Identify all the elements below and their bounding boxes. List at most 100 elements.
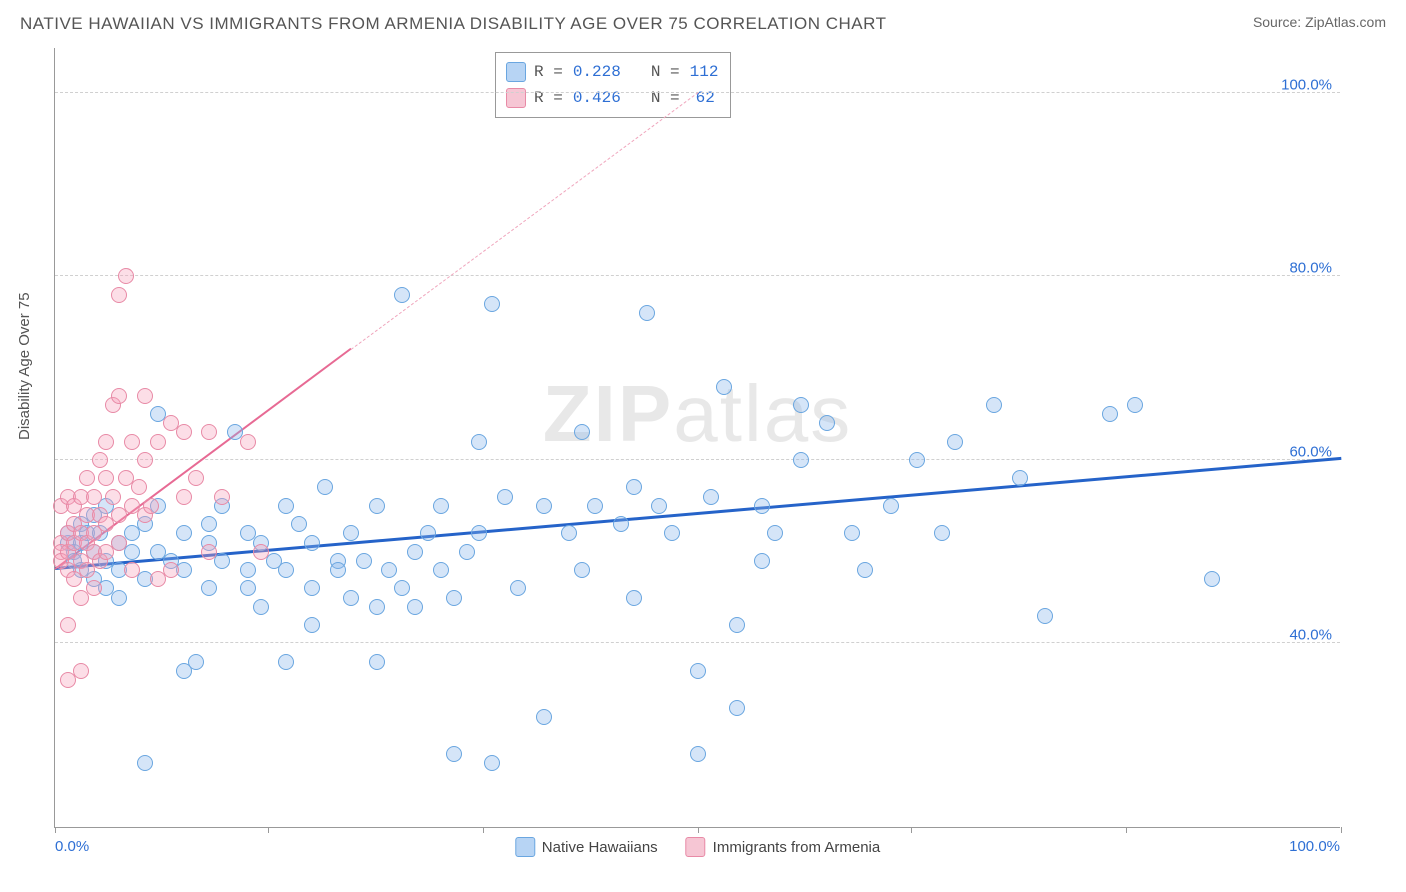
data-point: [253, 599, 269, 615]
data-point: [278, 654, 294, 670]
data-point: [536, 498, 552, 514]
x-tick: [1341, 827, 1342, 833]
data-point: [446, 590, 462, 606]
data-point: [1102, 406, 1118, 422]
data-point: [201, 516, 217, 532]
data-point: [883, 498, 899, 514]
gridline: [55, 275, 1340, 276]
data-point: [793, 397, 809, 413]
data-point: [188, 470, 204, 486]
data-point: [729, 617, 745, 633]
data-point: [639, 305, 655, 321]
x-tick: [1126, 827, 1127, 833]
x-tick: [268, 827, 269, 833]
data-point: [690, 746, 706, 762]
data-point: [92, 452, 108, 468]
gridline: [55, 642, 1340, 643]
x-tick: [483, 827, 484, 833]
data-point: [561, 525, 577, 541]
data-point: [163, 562, 179, 578]
data-point: [176, 525, 192, 541]
data-point: [690, 663, 706, 679]
data-point: [819, 415, 835, 431]
data-point: [767, 525, 783, 541]
data-point: [137, 755, 153, 771]
x-tick: [55, 827, 56, 833]
data-point: [484, 296, 500, 312]
stats-row: R = 0.228 N = 112: [506, 59, 720, 85]
data-point: [793, 452, 809, 468]
x-tick-max: 100.0%: [1289, 838, 1340, 855]
data-point: [304, 580, 320, 596]
data-point: [86, 489, 102, 505]
data-point: [214, 489, 230, 505]
data-point: [111, 287, 127, 303]
data-point: [986, 397, 1002, 413]
data-point: [201, 424, 217, 440]
data-point: [143, 498, 159, 514]
data-point: [1012, 470, 1028, 486]
data-point: [626, 590, 642, 606]
data-point: [124, 544, 140, 560]
data-point: [60, 617, 76, 633]
data-point: [1127, 397, 1143, 413]
trend-line: [55, 457, 1341, 570]
data-point: [716, 379, 732, 395]
data-point: [214, 553, 230, 569]
data-point: [131, 479, 147, 495]
data-point: [111, 388, 127, 404]
data-point: [420, 525, 436, 541]
y-tick-label: 100.0%: [1281, 76, 1332, 93]
chart-title: NATIVE HAWAIIAN VS IMMIGRANTS FROM ARMEN…: [20, 14, 886, 34]
data-point: [754, 498, 770, 514]
data-point: [754, 553, 770, 569]
data-point: [253, 544, 269, 560]
y-tick-label: 80.0%: [1289, 260, 1332, 277]
data-point: [613, 516, 629, 532]
x-tick-min: 0.0%: [55, 838, 89, 855]
watermark: ZIPatlas: [543, 368, 852, 460]
data-point: [278, 562, 294, 578]
data-point: [124, 434, 140, 450]
data-point: [291, 516, 307, 532]
data-point: [651, 498, 667, 514]
data-point: [188, 654, 204, 670]
data-point: [176, 424, 192, 440]
data-point: [105, 489, 121, 505]
x-tick: [698, 827, 699, 833]
data-point: [369, 498, 385, 514]
gridline: [55, 459, 1340, 460]
data-point: [73, 663, 89, 679]
data-point: [343, 590, 359, 606]
data-point: [240, 580, 256, 596]
scatter-plot: ZIPatlas R = 0.228 N = 112 R = 0.426 N =…: [54, 48, 1340, 828]
data-point: [446, 746, 462, 762]
data-point: [343, 525, 359, 541]
data-point: [947, 434, 963, 450]
data-point: [909, 452, 925, 468]
data-point: [98, 470, 114, 486]
data-point: [369, 654, 385, 670]
data-point: [98, 434, 114, 450]
data-point: [201, 544, 217, 560]
data-point: [124, 562, 140, 578]
data-point: [407, 599, 423, 615]
swatch-icon: [515, 837, 535, 857]
y-tick-label: 40.0%: [1289, 627, 1332, 644]
chart-source: Source: ZipAtlas.com: [1253, 14, 1386, 34]
data-point: [536, 709, 552, 725]
data-point: [111, 535, 127, 551]
data-point: [626, 479, 642, 495]
data-point: [471, 525, 487, 541]
data-point: [484, 755, 500, 771]
data-point: [278, 498, 294, 514]
data-point: [240, 434, 256, 450]
data-point: [86, 580, 102, 596]
legend-item: Native Hawaiians: [515, 837, 658, 857]
data-point: [497, 489, 513, 505]
data-point: [433, 562, 449, 578]
data-point: [1037, 608, 1053, 624]
data-point: [459, 544, 475, 560]
data-point: [844, 525, 860, 541]
data-point: [857, 562, 873, 578]
